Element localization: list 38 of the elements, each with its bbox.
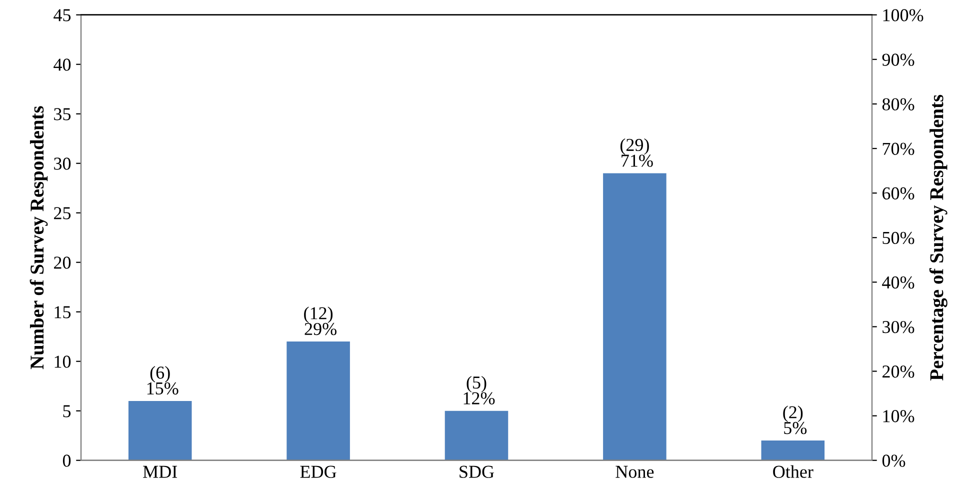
x-tick-label: SDG	[460, 466, 494, 478]
y2-tick-label: 0%	[882, 454, 906, 467]
y2-tick-label: 80%	[882, 98, 914, 110]
y-tick-label: 10	[54, 356, 71, 368]
y2-tick-label: 100%	[883, 9, 924, 22]
y-tick-label: 45	[54, 9, 71, 22]
y-tick-label: 25	[54, 207, 71, 220]
data-label: (5) 12%	[464, 376, 495, 404]
y-axis-title: Number of Survey Respondents	[30, 106, 48, 370]
x-tick-label: MDI	[143, 466, 178, 478]
data-label: (12) 29%	[304, 306, 336, 336]
bar	[286, 342, 350, 460]
y2-axis-title: Percentage of Survey Respondents	[929, 94, 948, 380]
y-tick-label: 0	[62, 454, 71, 467]
y-tick-label: 30	[54, 158, 71, 170]
y-tick-label: 15	[54, 306, 71, 318]
x-tick-label: None	[616, 466, 654, 478]
y-tick-label: 20	[54, 256, 71, 269]
bar	[444, 410, 508, 460]
y-tick-label: 40	[54, 58, 71, 71]
y2-tick-label: 40%	[882, 276, 914, 289]
y2-tick-label: 90%	[882, 54, 914, 66]
bar	[761, 440, 825, 460]
x-tick-label: Other	[773, 465, 814, 478]
y-tick-label: 35	[54, 108, 71, 120]
y2-tick-label: 30%	[882, 320, 914, 334]
x-tick-label: EDG	[300, 466, 336, 478]
y2-tick-label: 60%	[882, 187, 914, 200]
y2-tick-label: 70%	[882, 142, 914, 155]
bar	[128, 400, 192, 460]
y-tick-label: 5	[63, 405, 71, 418]
y2-tick-label: 20%	[882, 366, 914, 378]
data-label: (29) 71%	[620, 138, 653, 167]
data-label: (2) 5%	[783, 406, 807, 434]
data-label: (6) 15%	[147, 366, 178, 395]
y2-tick-label: 10%	[883, 410, 914, 422]
y2-tick-label: 50%	[882, 232, 914, 244]
bar	[603, 173, 666, 460]
